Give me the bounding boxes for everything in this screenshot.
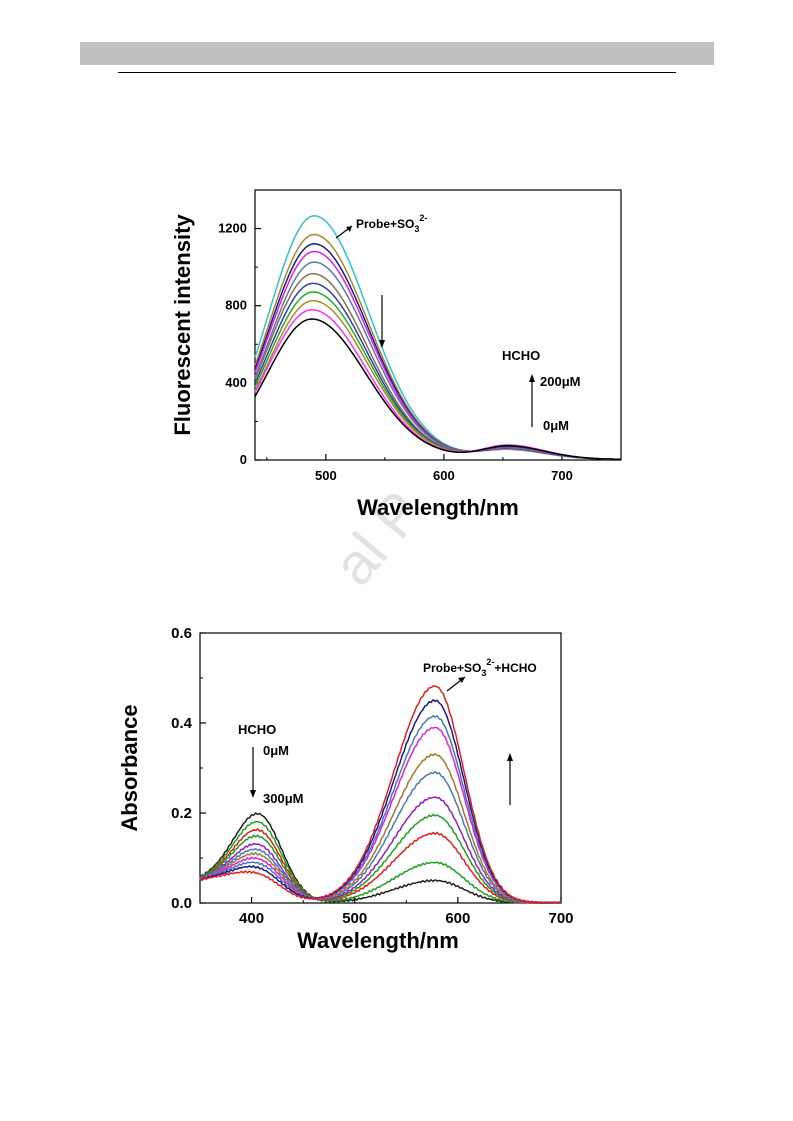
x-tick-label: 600: [433, 468, 455, 483]
conc-low-label: 0μM: [543, 418, 569, 433]
absorbance-line-1: [199, 812, 562, 904]
x-tick-label: 500: [342, 910, 367, 927]
absorbance-line-3: [199, 828, 562, 904]
conc-high-label: 300μM: [263, 791, 303, 806]
absorbance-line-5: [199, 796, 562, 904]
y-tick-label: 800: [225, 298, 247, 313]
conc-high-label: 200μM: [540, 374, 580, 389]
y-tick-label: 400: [225, 375, 247, 390]
conc-title: HCHO: [238, 722, 276, 737]
x-axis-label: Wavelength/nm: [297, 928, 459, 953]
decrease-arrow-head: [250, 790, 256, 798]
top-annotation: Probe+SO32-: [356, 213, 427, 234]
absorbance-line-4: [199, 813, 562, 904]
increase-arrow-head: [507, 753, 513, 761]
absorbance-line-11: [199, 685, 562, 904]
y-tick-label: 0: [240, 452, 247, 467]
top-annotation: Probe+SO32-+HCHO: [423, 657, 537, 678]
conc-low-label: 0μM: [263, 743, 289, 758]
x-tick-label: 500: [315, 468, 337, 483]
header-bar: [80, 42, 714, 65]
top-arrow-head: [346, 226, 352, 232]
absorbance-line-10: [199, 698, 562, 904]
x-tick-label: 600: [445, 910, 470, 927]
y-tick-label: 0.6: [171, 625, 192, 642]
increase-arrow-head: [529, 374, 535, 382]
x-axis-label: Wavelength/nm: [357, 495, 519, 520]
absorbance-chart: 400 500 600 700 0.0 0.2 0.4 0.6 Absorbance Wave…: [117, 625, 574, 953]
y-tick-label: 0.0: [171, 895, 192, 912]
absorbance-line-7: [199, 752, 562, 904]
header-rule: [118, 72, 676, 73]
top-arrow-head: [458, 677, 465, 683]
x-tick-label: 700: [548, 910, 573, 927]
y-axis-label: Absorbance: [117, 704, 142, 831]
conc-title: HCHO: [502, 348, 540, 363]
absorbance-line-2: [199, 820, 562, 904]
plot-frame: [254, 189, 622, 461]
x-tick-label: 700: [551, 468, 573, 483]
decrease-arrow-head: [379, 340, 385, 348]
absorbance-line-8: [199, 726, 561, 904]
y-tick-label: 0.2: [171, 805, 192, 822]
spectrum-line-11: [254, 318, 621, 461]
absorbance-line-9: [199, 714, 562, 904]
fluorescence-chart: 500 600 700 0 400 800 1200 Fluorescent intensi…: [170, 189, 622, 520]
y-tick-label: 1200: [218, 221, 247, 236]
x-tick-label: 400: [239, 910, 264, 927]
y-tick-label: 0.4: [171, 715, 193, 732]
y-axis-label: Fluorescent intensity: [170, 214, 195, 436]
